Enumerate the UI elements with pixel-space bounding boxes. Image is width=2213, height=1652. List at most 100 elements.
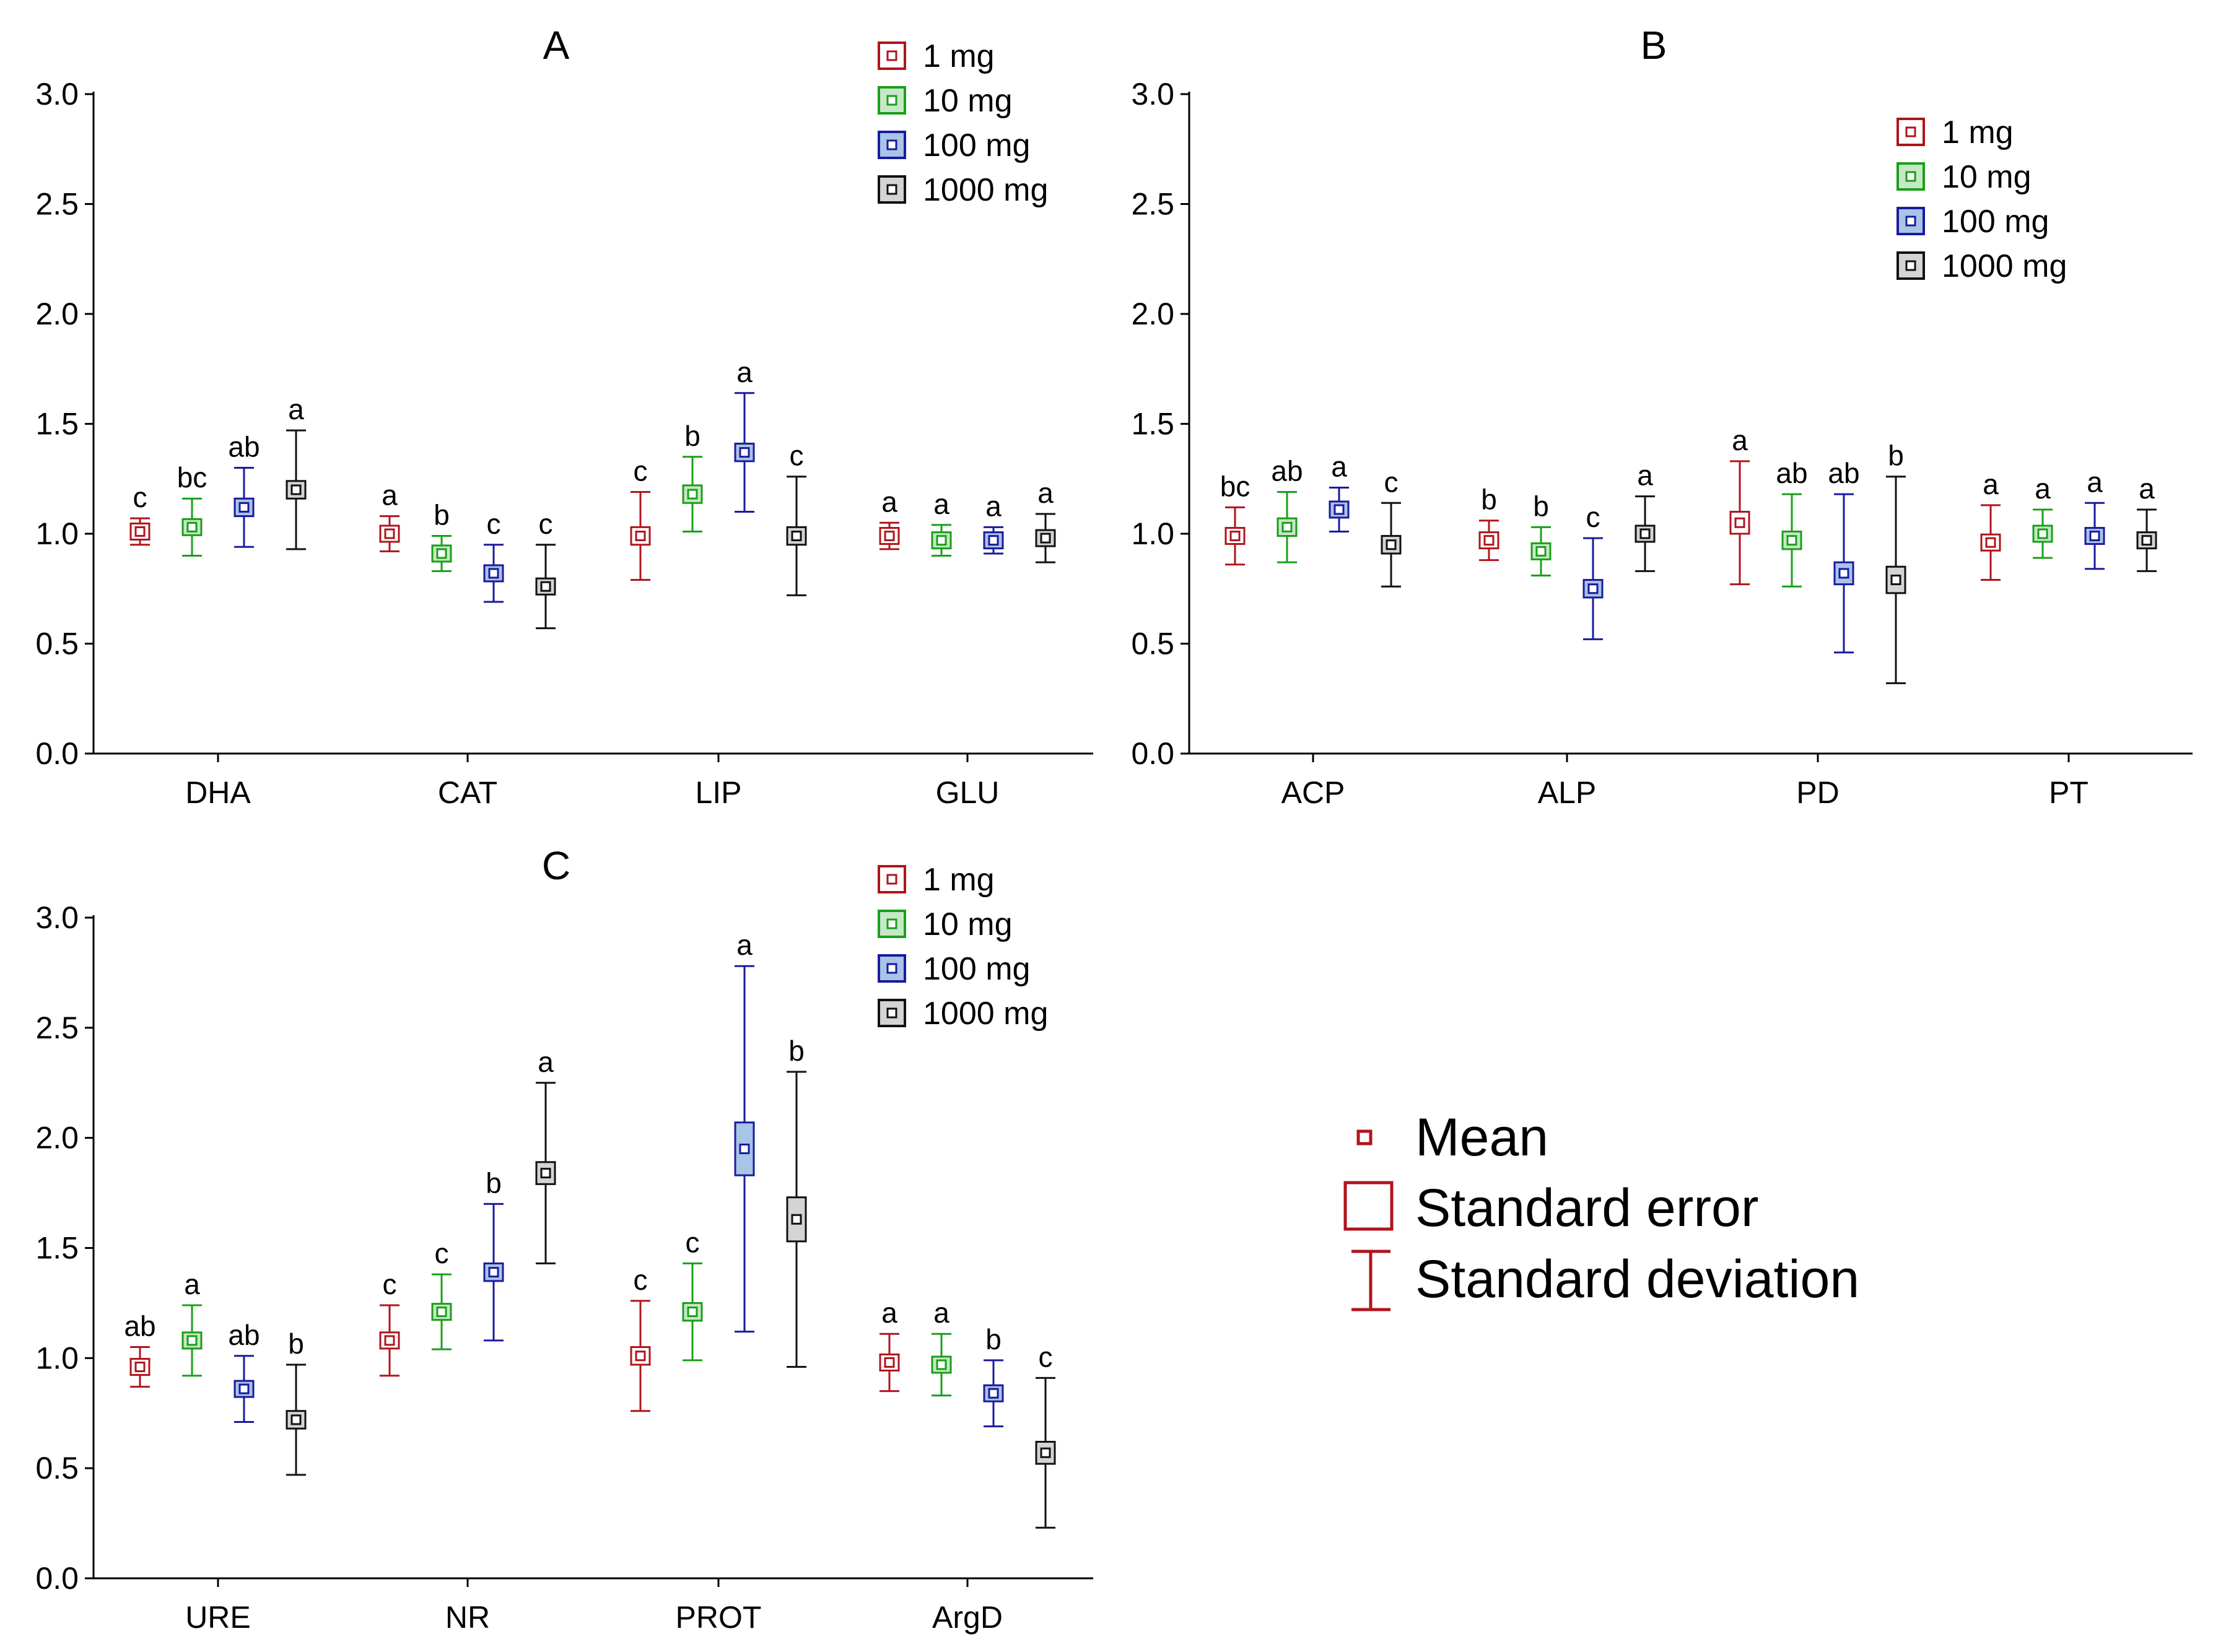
mean-marker xyxy=(134,526,146,537)
significance-letter: c xyxy=(634,455,648,487)
significance-letter: a xyxy=(985,490,1002,522)
data-point: a xyxy=(1980,468,2001,581)
mean-marker xyxy=(1838,568,1849,579)
mean-marker xyxy=(2037,528,2048,539)
panel-a-legend: 1 mg 10 mg 100 mg 1000 mg xyxy=(878,38,1048,208)
mean-marker xyxy=(1483,535,1495,546)
significance-letter: a xyxy=(933,488,949,520)
category-label-nr: NR xyxy=(445,1600,490,1635)
series-10-mg: a c c a xyxy=(181,1226,952,1397)
mean-marker xyxy=(1040,533,1051,544)
data-point: ab xyxy=(1776,457,1808,588)
data-point: c xyxy=(630,455,651,581)
y-tick-label: 1.5 xyxy=(35,407,79,441)
y-tick-label: 3.0 xyxy=(35,77,79,111)
legend-label: 1 mg xyxy=(923,38,995,74)
mean-marker xyxy=(134,1362,146,1373)
data-point: c xyxy=(535,508,556,630)
data-point: ab xyxy=(1828,457,1860,654)
legend-item-1000-mg: 1000 mg xyxy=(878,172,1048,208)
mean-marker xyxy=(635,1350,646,1362)
significance-letter: a xyxy=(2139,472,2155,505)
legend-swatch-marker xyxy=(886,918,897,929)
data-point: b xyxy=(286,1328,307,1476)
legend-item-1000-mg: 1000 mg xyxy=(878,996,1048,1032)
significance-letter: a xyxy=(1637,459,1653,492)
statistics-key: Mean Standard error Standard deviation xyxy=(1343,1108,1859,1311)
mean-marker xyxy=(936,535,947,546)
category-label-pt: PT xyxy=(2049,775,2089,810)
significance-letter: a xyxy=(184,1268,200,1300)
legend-swatch xyxy=(878,86,906,115)
series-100-mg: a b b a b xyxy=(228,929,1004,1428)
y-tick-label: 0.0 xyxy=(1131,736,1174,771)
mean-marker xyxy=(1333,504,1345,515)
significance-letter: b xyxy=(1481,484,1497,516)
significance-letter: b xyxy=(1888,440,1904,472)
mean-marker xyxy=(1281,521,1293,533)
mean-marker xyxy=(540,581,551,592)
data-point: a xyxy=(535,1046,556,1264)
category-label-glu: GLU xyxy=(936,775,1000,810)
y-tick-label: 1.0 xyxy=(35,1341,79,1375)
legend-item-100-mg: 100 mg xyxy=(878,951,1030,987)
mean-marker xyxy=(2141,535,2152,546)
se-box xyxy=(535,577,556,596)
data-point: c xyxy=(786,440,807,596)
data-point: a xyxy=(2084,466,2105,570)
data-point: b xyxy=(1885,440,1906,684)
significance-letter: a xyxy=(1732,424,1748,456)
mean-marker xyxy=(884,1357,895,1368)
legend-swatch-marker xyxy=(1905,260,1916,271)
series-1-mg: bc b a a xyxy=(1220,424,2001,586)
significance-letter: bc xyxy=(177,461,207,493)
mean-marker xyxy=(1386,539,1397,550)
mean-key-label: Mean xyxy=(1415,1108,1548,1167)
mean-marker xyxy=(936,1359,947,1370)
significance-letter: c xyxy=(435,1237,449,1269)
mean-marker xyxy=(791,531,802,542)
data-point: ab xyxy=(1271,455,1303,563)
mean-marker xyxy=(436,548,447,559)
significance-letter: b xyxy=(486,1167,502,1199)
data-point: a xyxy=(1729,424,1750,586)
significance-letter: a xyxy=(881,1297,897,1329)
y-tick-label: 2.5 xyxy=(1131,187,1174,222)
data-point: a xyxy=(1035,477,1056,563)
legend-swatch-marker xyxy=(886,50,897,61)
panel-a-title: A xyxy=(543,23,570,67)
legend-label: 100 mg xyxy=(1942,204,2049,240)
se-box xyxy=(786,526,807,546)
mean-marker xyxy=(1040,1447,1051,1458)
data-point: c xyxy=(682,1226,703,1362)
se-box xyxy=(1729,511,1750,535)
legend-item-1-mg: 1 mg xyxy=(878,862,995,898)
data-point: a xyxy=(2136,472,2157,572)
data-point: bc xyxy=(177,461,207,557)
category-label-prot: PROT xyxy=(676,1600,762,1635)
y-tick-label: 1.5 xyxy=(1131,407,1174,441)
data-point: a xyxy=(1329,450,1350,533)
data-point: bc xyxy=(1220,470,1250,566)
mean-marker xyxy=(540,1168,551,1179)
significance-letter: b xyxy=(288,1328,304,1360)
mean-marker xyxy=(186,1335,198,1346)
significance-letter: ab xyxy=(1271,455,1303,487)
mean-marker xyxy=(635,531,646,542)
category-label-ure: URE xyxy=(185,1600,251,1635)
mean-marker xyxy=(436,1306,447,1318)
significance-letter: a xyxy=(1037,477,1054,509)
mean-marker xyxy=(1890,575,1901,586)
mean-marker xyxy=(791,1214,802,1225)
data-point: b xyxy=(983,1323,1004,1428)
mean-marker xyxy=(384,528,395,539)
significance-letter: a xyxy=(881,485,897,518)
significance-letter: c xyxy=(790,440,804,472)
data-point: c xyxy=(483,508,504,603)
data-point: c xyxy=(1582,501,1604,640)
category-label-acp: ACP xyxy=(1281,775,1345,810)
data-point: b xyxy=(1530,490,1552,576)
series-1000-mg: a c c a xyxy=(286,393,1056,630)
